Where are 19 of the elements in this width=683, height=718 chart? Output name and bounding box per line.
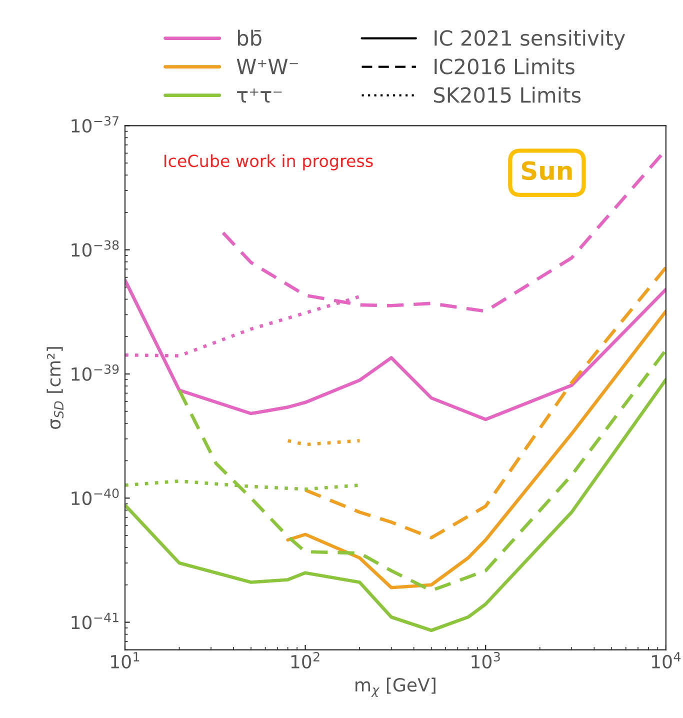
x-tick-label: 10$^{3}$ [472, 652, 500, 668]
x-axis-title: m$_{χ}$ [GeV] [356, 678, 436, 697]
legend-label: W⁺W⁻ [236, 58, 298, 74]
x-tick-label: 10$^{2}$ [291, 652, 320, 668]
y-tick-label: 10$^{−39}$ [72, 364, 119, 381]
legend-label: τ⁺τ⁻ [237, 88, 282, 103]
y-tick-label: 10$^{−40}$ [72, 488, 119, 506]
annotation: IceCube work in progress [164, 154, 373, 170]
x-tick-label: 10$^{4}$ [652, 652, 681, 669]
text: SK2015 Limits [434, 86, 581, 103]
legend-label: bb̄ [238, 30, 262, 46]
annotation: Sun [522, 161, 572, 180]
text: IC2016 Limits [434, 58, 574, 74]
y-tick-label: 10$^{−37}$ [72, 116, 118, 133]
x-tick-label: 10$^{1}$ [111, 652, 140, 669]
y-tick-label: 10$^{−38}$ [72, 240, 119, 257]
y-axis-title: σ$_{SD}$ [cm²] [46, 347, 64, 429]
y-tick-label: 10$^{−41}$ [72, 612, 118, 630]
text: IC 2021 sensitivity [434, 30, 626, 50]
